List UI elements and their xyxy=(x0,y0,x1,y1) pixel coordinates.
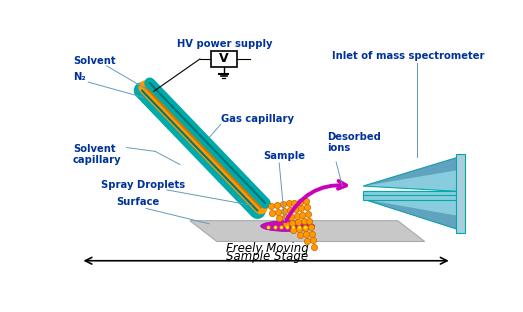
Polygon shape xyxy=(363,157,459,192)
Text: Solvent
capillary: Solvent capillary xyxy=(73,144,121,165)
FancyBboxPatch shape xyxy=(363,194,459,200)
FancyBboxPatch shape xyxy=(363,191,459,196)
Text: Gas capillary: Gas capillary xyxy=(221,114,294,124)
Text: Inlet of mass spectrometer: Inlet of mass spectrometer xyxy=(332,51,485,61)
Polygon shape xyxy=(363,195,459,230)
Polygon shape xyxy=(363,157,459,186)
Text: Spray Droplets: Spray Droplets xyxy=(101,180,186,190)
Text: Surface: Surface xyxy=(117,197,160,207)
Text: Sample Stage: Sample Stage xyxy=(226,250,308,263)
FancyBboxPatch shape xyxy=(456,154,465,233)
Text: Desorbed
ions: Desorbed ions xyxy=(327,132,381,154)
Text: HV power supply: HV power supply xyxy=(177,39,272,49)
FancyArrowPatch shape xyxy=(286,181,346,221)
Polygon shape xyxy=(190,221,425,241)
Polygon shape xyxy=(363,199,459,230)
Text: Sample: Sample xyxy=(263,151,305,161)
Ellipse shape xyxy=(261,221,315,232)
Text: Freely Moving: Freely Moving xyxy=(225,241,308,255)
FancyBboxPatch shape xyxy=(211,51,237,67)
Text: N₂: N₂ xyxy=(73,72,86,82)
Text: Solvent: Solvent xyxy=(73,56,116,66)
Text: V: V xyxy=(219,52,229,66)
